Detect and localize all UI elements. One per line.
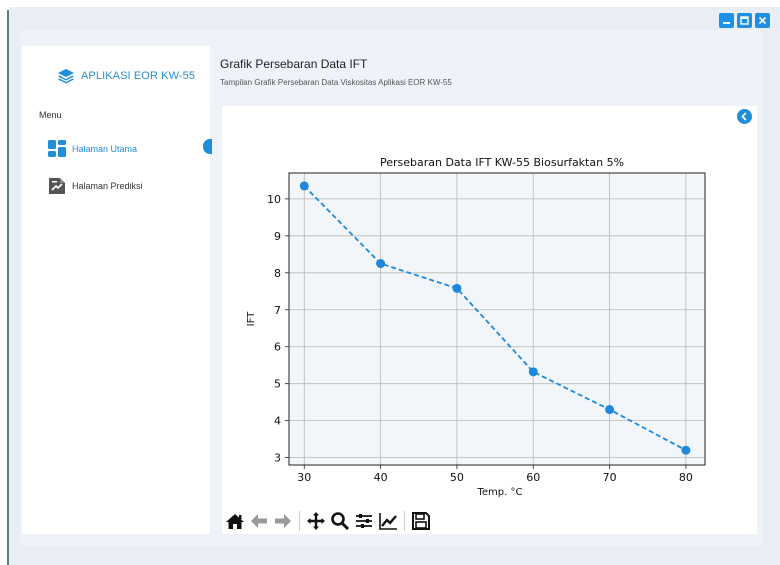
sidebar-item-label: Halaman Utama <box>72 143 138 154</box>
sidebar-item-label: Halaman Prediksi <box>72 181 143 191</box>
dashboard-icon <box>48 140 66 157</box>
edit-axis-icon <box>379 513 397 530</box>
y-tick-label: 7 <box>274 304 281 317</box>
plot-frame <box>288 172 706 466</box>
x-tick-label: 30 <box>297 471 311 484</box>
chevron-left-icon <box>741 112 747 121</box>
forward-arrow-icon <box>275 514 291 528</box>
plot-area <box>289 173 705 465</box>
x-tick-label: 80 <box>679 471 693 484</box>
y-tick-label: 10 <box>267 193 281 206</box>
zoom-icon <box>331 512 350 531</box>
configure-subplots-button[interactable] <box>353 510 375 532</box>
save-figure-button[interactable] <box>410 510 432 532</box>
x-tick-label: 70 <box>603 471 617 484</box>
zoom-button[interactable] <box>329 510 351 532</box>
maximize-button[interactable] <box>737 13 752 28</box>
pan-icon <box>307 512 325 530</box>
page-title: Grafik Persebaran Data IFT <box>220 57 368 71</box>
y-tick-label: 9 <box>274 230 281 243</box>
y-tick-label: 8 <box>274 267 281 280</box>
data-point <box>528 367 538 377</box>
save-icon <box>412 512 430 530</box>
pan-button[interactable] <box>305 510 327 532</box>
brand: APLIKASI EOR KW-55 <box>57 68 195 84</box>
close-icon <box>758 16 767 25</box>
grid-lines <box>289 173 705 465</box>
x-tick-label: 60 <box>526 471 540 484</box>
minimize-button[interactable] <box>719 13 734 28</box>
configure-subplots-icon <box>356 514 372 528</box>
y-tick-label: 3 <box>274 452 281 465</box>
series-ift <box>299 181 691 455</box>
y-tick-label: 6 <box>274 341 281 354</box>
back-arrow-icon <box>251 514 267 528</box>
forward-button[interactable] <box>272 510 294 532</box>
page-subtitle: Tampilan Grafik Persebaran Data Viskosit… <box>220 78 452 87</box>
series-line <box>303 185 687 452</box>
data-point <box>681 445 691 455</box>
menu-heading: Menu <box>39 110 62 120</box>
plot-toolbar <box>224 509 434 533</box>
x-tick-label: 50 <box>450 471 464 484</box>
prediction-document-icon <box>49 178 65 194</box>
data-point <box>452 283 462 293</box>
x-axis-label: Temp. °C <box>477 487 523 498</box>
sidebar-item-halaman-utama[interactable]: Halaman Utama <box>48 140 137 157</box>
axes: 30 40 50 60 70 80 3 4 5 6 7 8 9 10 <box>267 172 706 484</box>
close-button[interactable] <box>755 13 770 28</box>
data-point <box>299 181 309 191</box>
sidebar: APLIKASI EOR KW-55 Menu Halaman Utama Ha… <box>22 46 212 534</box>
toolbar-separator <box>299 511 300 531</box>
home-icon <box>226 514 244 529</box>
data-point <box>376 259 386 269</box>
data-point <box>605 405 615 415</box>
back-button[interactable] <box>248 510 270 532</box>
x-tick-label: 40 <box>374 471 388 484</box>
layers-icon <box>58 69 74 84</box>
sidebar-item-halaman-prediksi[interactable]: Halaman Prediksi <box>48 177 143 195</box>
brand-title: APLIKASI EOR KW-55 <box>81 70 196 82</box>
left-edge-strip <box>0 0 9 565</box>
left-edge-line <box>7 10 9 565</box>
y-tick-label: 5 <box>274 378 281 391</box>
toolbar-separator <box>404 511 405 531</box>
active-item-marker <box>203 139 212 154</box>
home-button[interactable] <box>224 510 246 532</box>
chart-title: Persebaran Data IFT KW-55 Biosurfaktan 5… <box>380 156 624 169</box>
maximize-icon <box>740 16 749 25</box>
edit-axis-button[interactable] <box>377 510 399 532</box>
y-axis-label: IFT <box>246 311 257 327</box>
collapse-back-button[interactable] <box>737 109 752 124</box>
y-tick-label: 4 <box>274 415 281 428</box>
window-controls <box>719 13 770 28</box>
minimize-icon <box>723 22 730 24</box>
